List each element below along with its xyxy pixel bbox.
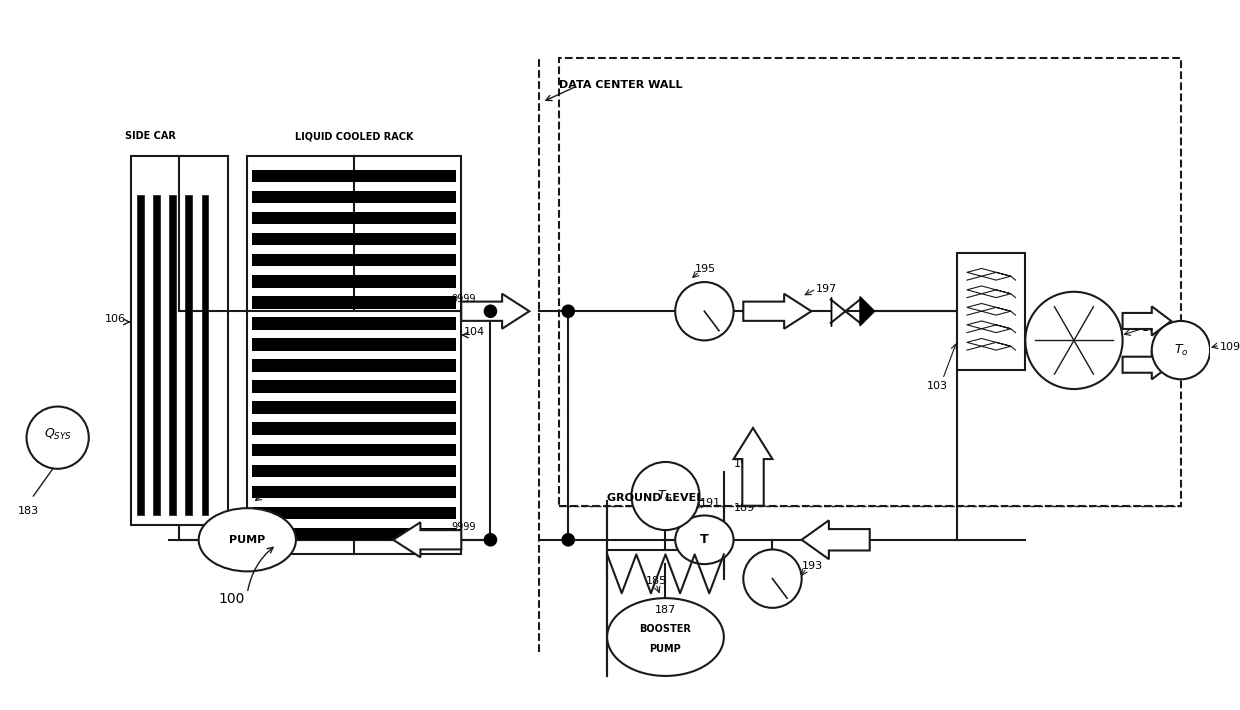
Polygon shape (734, 428, 773, 506)
Text: 191: 191 (699, 498, 720, 508)
Bar (558, 58, 1180, 506)
Polygon shape (801, 520, 869, 559)
Bar (252, 381, 456, 393)
Text: 9999: 9999 (451, 522, 476, 532)
Text: 189: 189 (734, 503, 755, 513)
Bar (136, 195, 144, 515)
Bar (252, 191, 456, 203)
Bar (186, 195, 192, 515)
Bar (153, 195, 160, 515)
Text: $Q_{SYS}$: $Q_{SYS}$ (43, 427, 72, 442)
Bar (252, 254, 456, 266)
Text: 9999: 9999 (451, 293, 476, 303)
Text: 111: 111 (257, 488, 278, 498)
Text: 185: 185 (646, 576, 667, 586)
Bar (252, 170, 456, 182)
Text: 109: 109 (1220, 342, 1240, 352)
Bar (130, 155, 228, 525)
Text: 106: 106 (104, 314, 125, 324)
Bar (957, 253, 1025, 370)
Text: 187: 187 (655, 605, 676, 615)
Text: 195: 195 (694, 264, 715, 274)
Text: 197: 197 (816, 284, 837, 294)
Ellipse shape (676, 515, 734, 564)
Circle shape (484, 305, 497, 318)
Text: SIDE CAR: SIDE CAR (124, 131, 176, 141)
Bar (169, 195, 176, 515)
Circle shape (26, 407, 89, 469)
Text: 103: 103 (928, 381, 949, 391)
Text: 100: 100 (218, 592, 244, 606)
Circle shape (676, 282, 734, 340)
Text: 193: 193 (801, 561, 823, 571)
Text: DATA CENTER WALL: DATA CENTER WALL (558, 80, 682, 89)
Polygon shape (1122, 350, 1172, 379)
Bar (252, 359, 456, 372)
Text: BOOSTER: BOOSTER (640, 624, 692, 634)
Bar (252, 275, 456, 288)
Text: $T_o$: $T_o$ (1173, 343, 1188, 358)
Ellipse shape (608, 598, 724, 676)
Circle shape (562, 533, 575, 547)
Bar (247, 155, 461, 555)
Bar (252, 422, 456, 435)
Bar (252, 338, 456, 351)
Bar (252, 444, 456, 456)
Text: T: T (701, 533, 709, 546)
Circle shape (631, 462, 699, 530)
Bar (252, 233, 456, 246)
Bar (252, 464, 456, 477)
Text: 183: 183 (17, 506, 38, 515)
Bar (202, 195, 208, 515)
Bar (252, 528, 456, 540)
Text: 199: 199 (734, 459, 755, 469)
Bar (252, 486, 456, 498)
Bar (252, 317, 456, 329)
Circle shape (562, 305, 575, 318)
Bar (252, 296, 456, 309)
Polygon shape (461, 294, 529, 329)
Text: LIQUID COOLED RACK: LIQUID COOLED RACK (295, 131, 413, 141)
Text: PUMP: PUMP (229, 535, 265, 545)
Text: 105: 105 (1142, 322, 1163, 333)
Bar (252, 507, 456, 519)
Bar (831, 297, 861, 326)
Text: GROUND LEVEL: GROUND LEVEL (608, 493, 703, 503)
Text: $T_G$: $T_G$ (657, 488, 673, 503)
Circle shape (743, 550, 801, 608)
Circle shape (484, 533, 497, 547)
Polygon shape (743, 294, 811, 329)
Circle shape (1152, 321, 1210, 379)
Circle shape (1025, 292, 1122, 389)
Bar (252, 212, 456, 224)
Polygon shape (861, 297, 874, 326)
Polygon shape (393, 523, 461, 557)
Text: PUMP: PUMP (650, 644, 681, 654)
Text: 104: 104 (464, 327, 485, 337)
Bar (252, 401, 456, 414)
Polygon shape (1122, 307, 1172, 336)
Ellipse shape (198, 508, 296, 572)
